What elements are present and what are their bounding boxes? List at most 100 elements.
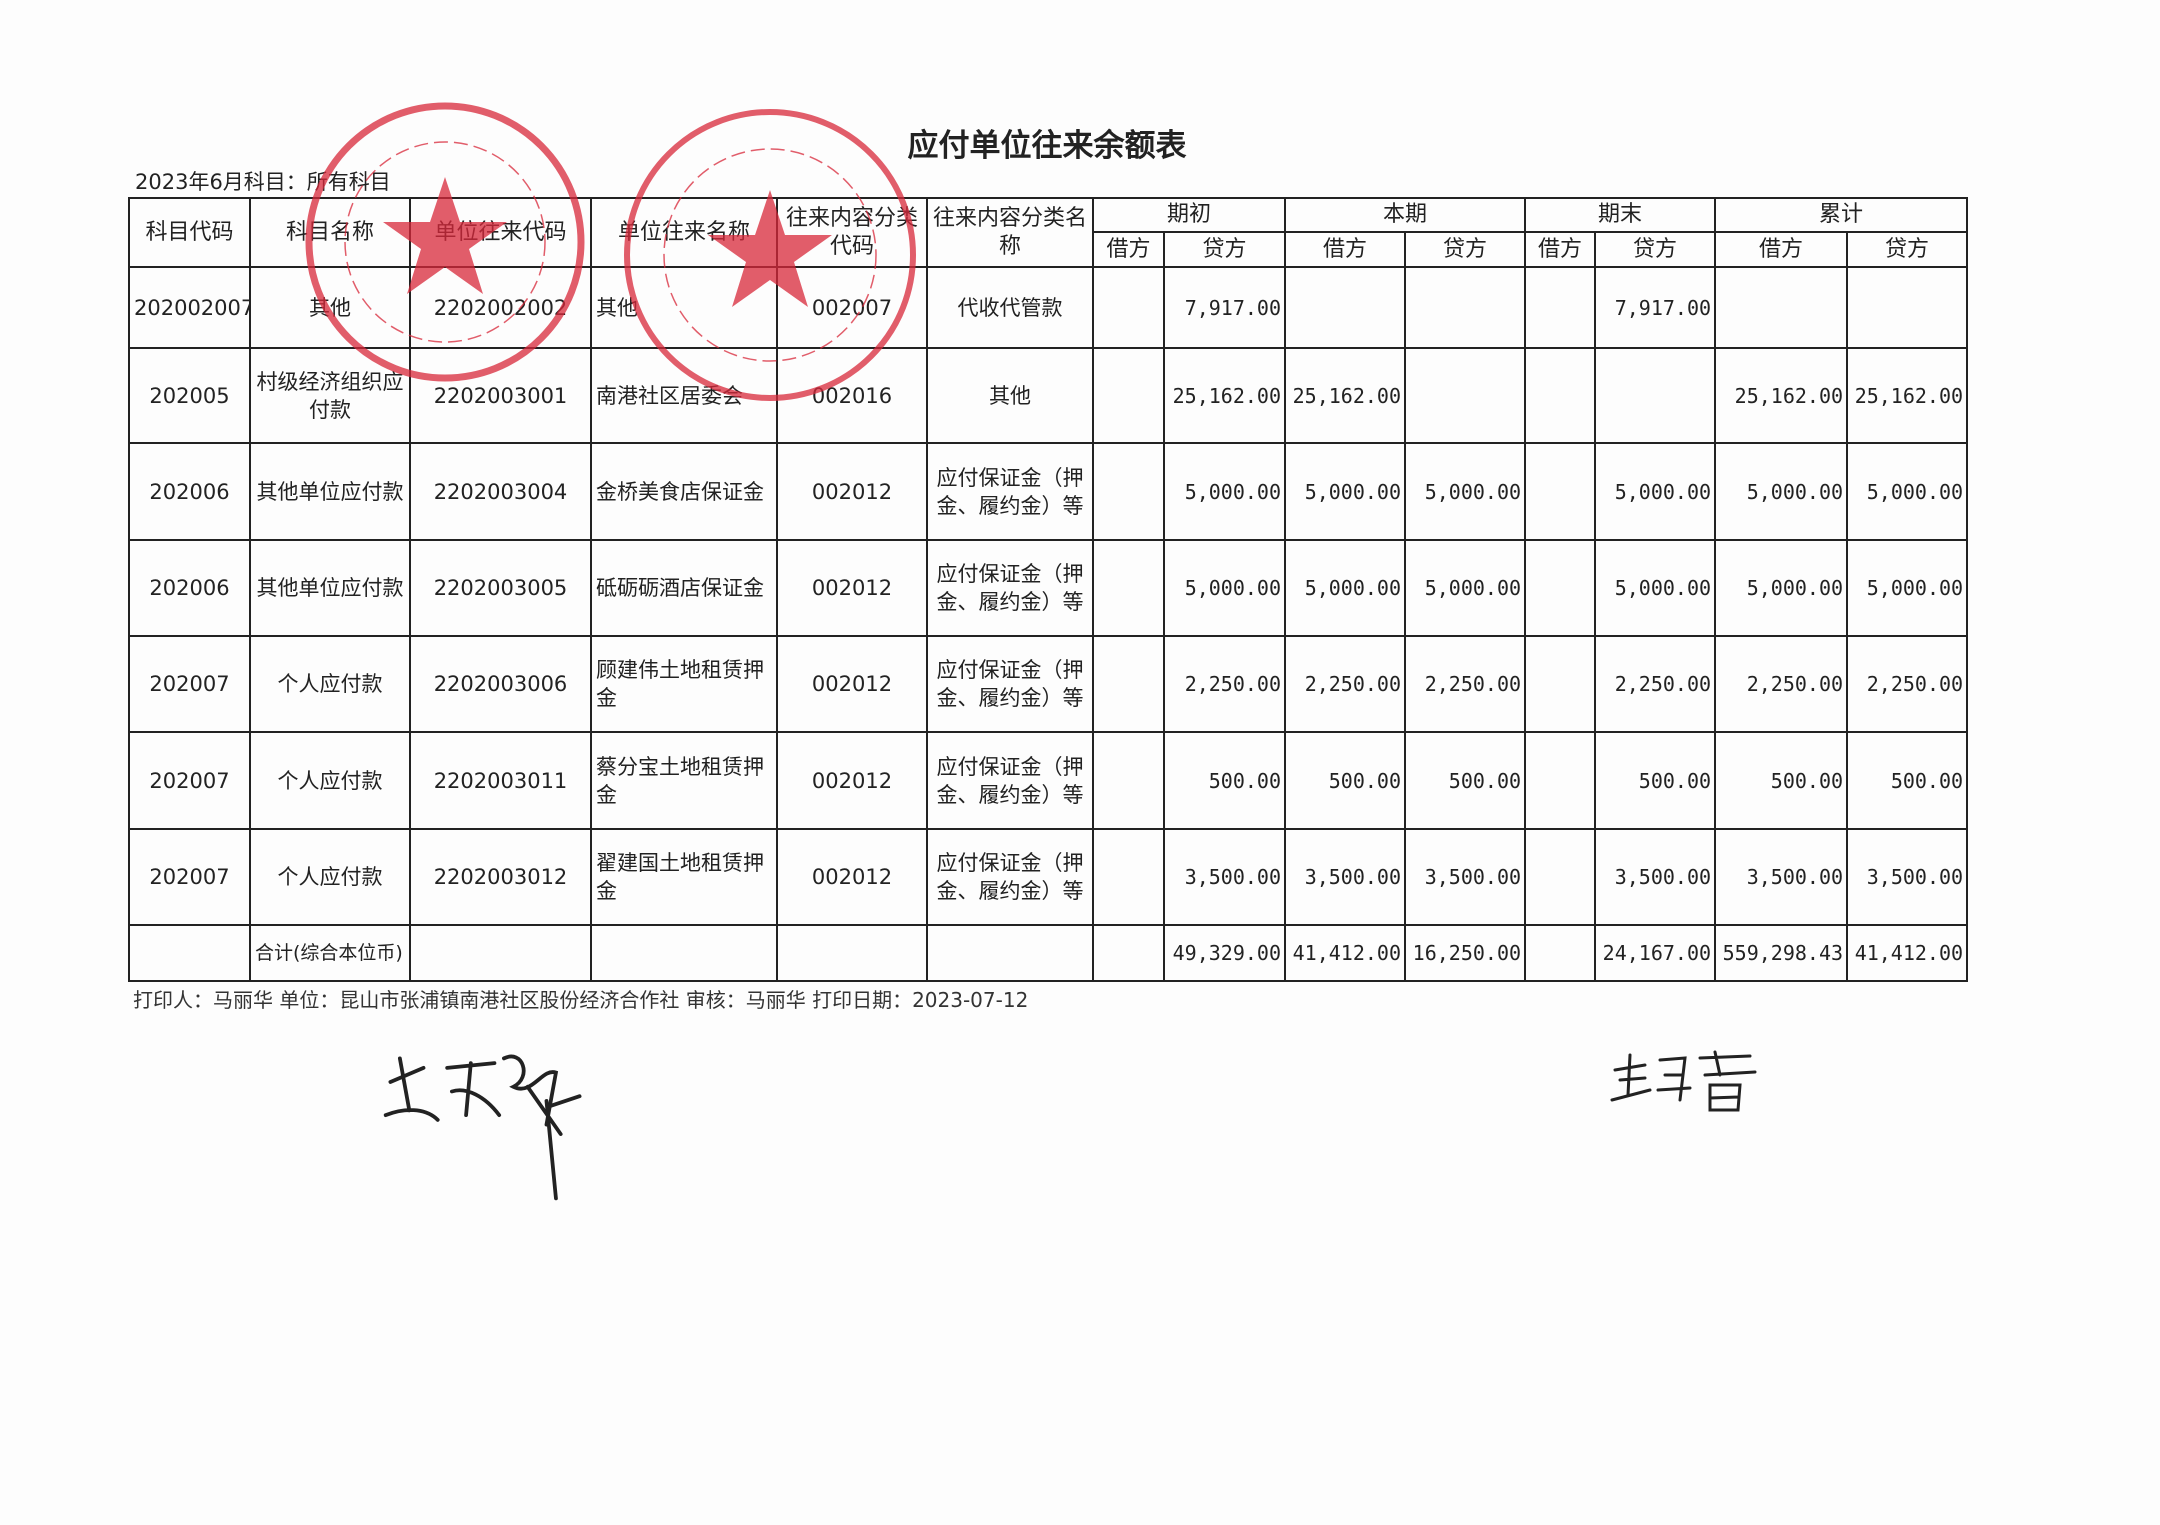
header-category-name: 往来内容分类名称: [926, 197, 1094, 268]
cell-subject-name: 其他单位应付款: [249, 442, 411, 541]
cell-unit-name: 翟建国土地租赁押金: [590, 828, 778, 926]
cell-opening-credit: 500.00: [1162, 731, 1287, 830]
cell-unit-code: 2202003004: [409, 442, 592, 541]
total-empty: [926, 924, 1094, 982]
table-row: 202007 个人应付款 2202003012 翟建国土地租赁押金 002012 应付保证…: [128, 828, 1969, 926]
cell-subject-name: 个人应付款: [249, 635, 411, 733]
cell-cum-debit: 5,000.00: [1714, 539, 1849, 637]
cell-current-credit: 2,250.00: [1404, 635, 1527, 733]
cell-subject-code: 202007: [128, 635, 251, 733]
cell-opening-debit: [1092, 442, 1165, 541]
cell-opening-credit: 3,500.00: [1162, 828, 1287, 926]
header-current-debit: 借方: [1284, 231, 1407, 268]
cell-category-name: 代收代管款: [926, 266, 1094, 349]
cell-closing-credit: 5,000.00: [1594, 539, 1717, 637]
cell-opening-debit: [1092, 635, 1165, 733]
cell-category-code: 002007: [776, 266, 928, 349]
cell-category-code: 002012: [776, 442, 928, 541]
cell-closing-debit: [1524, 442, 1597, 541]
cell-unit-name: 顾建伟土地租赁押金: [590, 635, 778, 733]
cell-unit-code: 2202003012: [409, 828, 592, 926]
table-row: 202006 其他单位应付款 2202003004 金桥美食店保证金 002012 应付保…: [128, 442, 1969, 541]
total-closing-debit: [1524, 924, 1597, 982]
cell-cum-credit: 3,500.00: [1846, 828, 1969, 926]
cell-cum-debit: 25,162.00: [1714, 347, 1849, 444]
cell-closing-credit: 5,000.00: [1594, 442, 1717, 541]
cell-unit-name: 蔡分宝土地租赁押金: [590, 731, 778, 830]
cell-closing-credit: 500.00: [1594, 731, 1717, 830]
cell-closing-credit: [1594, 347, 1717, 444]
header-closing-debit: 借方: [1524, 231, 1597, 268]
header-opening-debit: 借方: [1092, 231, 1165, 268]
cell-closing-debit: [1524, 539, 1597, 637]
header-current: 本期: [1284, 197, 1527, 233]
cell-cum-credit: 5,000.00: [1846, 442, 1969, 541]
page-title: 应付单位往来余额表: [907, 128, 1187, 164]
total-empty: [409, 924, 592, 982]
print-footer: 打印人：马丽华 单位：昆山市张浦镇南港社区股份经济合作社 审核：马丽华 打印日期…: [133, 988, 1029, 1012]
cell-closing-debit: [1524, 828, 1597, 926]
report-subtitle: 2023年6月科目：所有科目: [135, 170, 391, 194]
total-cum-credit: 41,412.00: [1846, 924, 1969, 982]
cell-subject-code: 202002007: [128, 266, 251, 349]
total-cum-debit: 559,298.43: [1714, 924, 1849, 982]
total-opening-credit: 49,329.00: [1162, 924, 1287, 982]
cell-closing-credit: 2,250.00: [1594, 635, 1717, 733]
table-row: 202005 村级经济组织应付款 2202003001 南港社区居委会 002016 其他…: [128, 347, 1969, 444]
cell-subject-code: 202006: [128, 442, 251, 541]
cell-opening-debit: [1092, 347, 1165, 444]
cell-closing-debit: [1524, 347, 1597, 444]
cell-current-credit: 500.00: [1404, 731, 1527, 830]
cell-subject-name: 村级经济组织应付款: [249, 347, 411, 444]
header-subject-code: 科目代码: [128, 197, 251, 268]
balance-table: 科目代码 科目名称 单位往来代码 单位往来名称 往来内容分类代码 往来内容分类名…: [128, 197, 1969, 982]
total-opening-debit: [1092, 924, 1165, 982]
cell-closing-debit: [1524, 731, 1597, 830]
cell-opening-credit: 5,000.00: [1162, 539, 1287, 637]
cell-category-name: 应付保证金（押金、履约金）等: [926, 539, 1094, 637]
cell-category-name: 应付保证金（押金、履约金）等: [926, 635, 1094, 733]
total-row: 合计(综合本位币) 49,329.00 41,412.00 16,250.00 …: [128, 924, 1969, 982]
cell-cum-debit: 2,250.00: [1714, 635, 1849, 733]
cell-subject-name: 个人应付款: [249, 731, 411, 830]
cell-opening-credit: 5,000.00: [1162, 442, 1287, 541]
cell-cum-credit: 25,162.00: [1846, 347, 1969, 444]
header-closing-credit: 贷方: [1594, 231, 1717, 268]
cell-opening-debit: [1092, 828, 1165, 926]
cell-current-credit: 5,000.00: [1404, 442, 1527, 541]
cell-cum-debit: 5,000.00: [1714, 442, 1849, 541]
total-label: 合计(综合本位币): [249, 924, 411, 982]
cell-current-debit: 3,500.00: [1284, 828, 1407, 926]
cell-subject-code: 202007: [128, 731, 251, 830]
cell-cum-debit: 500.00: [1714, 731, 1849, 830]
cell-unit-code: 2202002002: [409, 266, 592, 349]
cell-closing-debit: [1524, 635, 1597, 733]
table-row: 202002007 其他 2202002002 其他 002007 代收代管款 7,917.…: [128, 266, 1969, 349]
cell-category-code: 002012: [776, 731, 928, 830]
cell-closing-credit: 3,500.00: [1594, 828, 1717, 926]
cell-opening-credit: 25,162.00: [1162, 347, 1287, 444]
cell-cum-credit: [1846, 266, 1969, 349]
cell-category-name: 其他: [926, 347, 1094, 444]
cell-current-debit: 5,000.00: [1284, 442, 1407, 541]
cell-subject-code: 202005: [128, 347, 251, 444]
header-closing: 期末: [1524, 197, 1717, 233]
header-cum-debit: 借方: [1714, 231, 1849, 268]
cell-unit-code: 2202003005: [409, 539, 592, 637]
signature-left: [383, 1054, 582, 1201]
cell-current-credit: [1404, 347, 1527, 444]
header-unit-code: 单位往来代码: [409, 197, 592, 268]
cell-unit-code: 2202003001: [409, 347, 592, 444]
cell-category-name: 应付保证金（押金、履约金）等: [926, 828, 1094, 926]
total-empty: [128, 924, 251, 982]
signature-right: [1610, 1050, 1757, 1112]
cell-closing-debit: [1524, 266, 1597, 349]
cell-closing-credit: 7,917.00: [1594, 266, 1717, 349]
cell-opening-debit: [1092, 539, 1165, 637]
cell-unit-code: 2202003006: [409, 635, 592, 733]
table-row: 202007 个人应付款 2202003006 顾建伟土地租赁押金 002012 应付保证…: [128, 635, 1969, 733]
table-row: 202006 其他单位应付款 2202003005 砥砺砺酒店保证金 002012 应付保…: [128, 539, 1969, 637]
header-cum-credit: 贷方: [1846, 231, 1969, 268]
total-current-debit: 41,412.00: [1284, 924, 1407, 982]
cell-unit-name: 其他: [590, 266, 778, 349]
